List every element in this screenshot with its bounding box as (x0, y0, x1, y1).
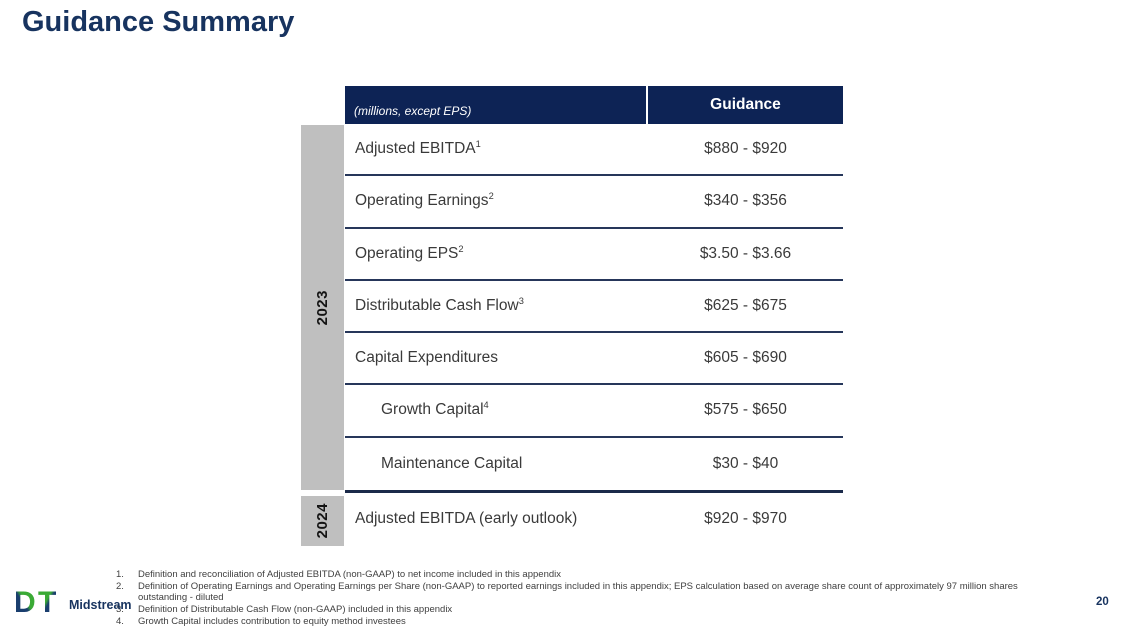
table-row: Operating EPS2 $3.50 - $3.66 (345, 229, 843, 281)
row-value: $605 - $690 (704, 349, 787, 367)
table-row: Distributable Cash Flow3 $625 - $675 (345, 281, 843, 334)
table-header-note: (millions, except EPS) (354, 104, 472, 118)
row-superscript: 1 (475, 138, 481, 149)
year-band-2024: 2024 (301, 496, 344, 546)
guidance-table: Adjusted EBITDA1 $880 - $920 Operating E… (345, 124, 843, 545)
year-band-2023: 2023 (301, 125, 344, 490)
year-band-2024-label: 2024 (314, 503, 331, 539)
row-value: $340 - $356 (704, 192, 787, 210)
footnote-item: 4. Growth Capital includes contribution … (116, 616, 1031, 628)
row-value: $30 - $40 (712, 454, 779, 472)
row-label: Growth Capital4 (345, 401, 648, 419)
year-band-2023-label: 2023 (314, 289, 331, 326)
row-label: Adjusted EBITDA1 (345, 138, 648, 158)
row-label: Operating EPS2 (345, 243, 648, 263)
row-value: $3.50 - $3.66 (699, 244, 792, 262)
row-value: $625 - $675 (704, 296, 787, 314)
footnote-text: Definition of Operating Earnings and Ope… (138, 580, 1018, 604)
dt-logo-mark-icon: D T (14, 586, 56, 616)
table-row: Adjusted EBITDA (early outlook) $920 - $… (345, 493, 843, 545)
row-label: Distributable Cash Flow3 (345, 295, 648, 315)
row-label-text: Maintenance Capital (381, 454, 523, 472)
row-value: $920 - $970 (704, 509, 787, 527)
row-superscript: 2 (458, 243, 464, 254)
row-label: Maintenance Capital (345, 455, 648, 473)
footnotes: 1. Definition and reconciliation of Adju… (116, 569, 1031, 627)
footnote-text: Definition of Distributable Cash Flow (n… (138, 604, 453, 616)
row-label: Adjusted EBITDA (early outlook) (345, 510, 648, 528)
footnote-number: 4. (116, 615, 124, 627)
footnote-item: 2. Definition of Operating Earnings and … (116, 581, 1031, 604)
table-row: Maintenance Capital $30 - $40 (345, 438, 843, 490)
footnote-item: 1. Definition and reconciliation of Adju… (116, 569, 1031, 581)
table-row: Adjusted EBITDA1 $880 - $920 (345, 124, 843, 177)
page-number: 20 (1096, 596, 1109, 608)
svg-text:T: T (38, 586, 56, 616)
logo-midstream-label: Midstream (69, 598, 132, 612)
row-label-text: Growth Capital (381, 401, 484, 419)
page-title: Guidance Summary (22, 6, 295, 38)
row-superscript: 3 (518, 295, 524, 306)
row-label-text: Operating EPS (355, 244, 459, 262)
row-superscript: 2 (488, 191, 494, 202)
table-row: Growth Capital4 $575 - $650 (345, 385, 843, 438)
row-label-text: Adjusted EBITDA (early outlook) (355, 509, 578, 527)
row-label: Operating Earnings2 (345, 192, 648, 210)
section-divider (345, 489, 843, 493)
table-row: Operating Earnings2 $340 - $356 (345, 176, 843, 229)
footnote-number: 2. (116, 580, 124, 592)
row-superscript: 4 (483, 400, 489, 411)
row-value: $575 - $650 (704, 401, 787, 419)
row-label-text: Operating Earnings (355, 192, 489, 210)
dt-midstream-logo: D T Midstream (14, 586, 132, 616)
row-label-text: Adjusted EBITDA (355, 140, 476, 158)
footnote-text: Definition and reconciliation of Adjuste… (138, 569, 561, 580)
row-label-text: Capital Expenditures (355, 349, 499, 367)
table-row: Capital Expenditures $605 - $690 (345, 333, 843, 386)
footnote-number: 1. (116, 569, 124, 580)
row-label: Capital Expenditures (345, 349, 648, 367)
footnote-number: 3. (116, 604, 124, 616)
row-label-text: Distributable Cash Flow (355, 296, 519, 314)
footnote-text: Growth Capital includes contribution to … (138, 615, 406, 627)
table-header: (millions, except EPS) Guidance (345, 86, 843, 124)
header-divider (646, 86, 648, 124)
svg-text:D: D (14, 586, 36, 616)
guidance-column-header: Guidance (710, 96, 781, 113)
footnote-item: 3. Definition of Distributable Cash Flow… (116, 604, 1031, 616)
row-value: $880 - $920 (704, 140, 787, 158)
